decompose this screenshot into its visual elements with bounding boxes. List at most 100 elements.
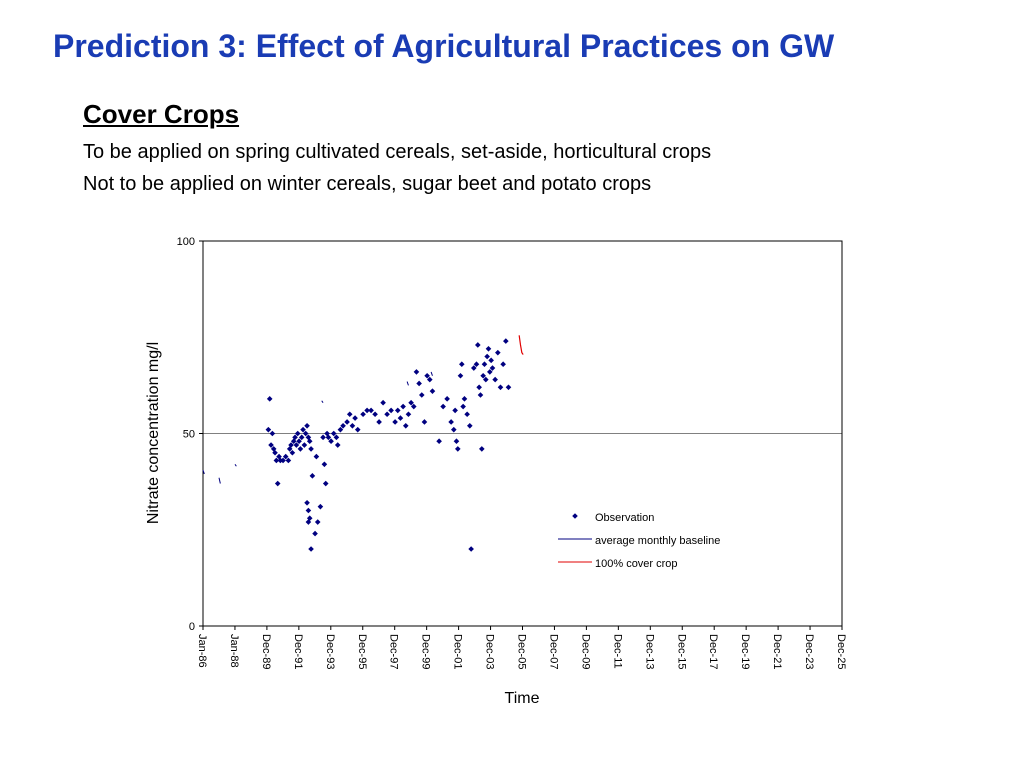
observation-point	[402, 423, 409, 429]
observation-point	[448, 419, 454, 425]
x-tick-label: Jan-86	[196, 634, 208, 668]
observation-point	[384, 411, 390, 418]
observation-point	[405, 411, 412, 418]
observation-point	[461, 396, 468, 402]
observation-point	[360, 411, 366, 418]
observation-point	[410, 403, 417, 410]
observation-point	[322, 480, 329, 487]
x-tick-label: Dec-25	[835, 634, 847, 669]
x-tick-label: Dec-01	[452, 634, 464, 669]
observation-point	[485, 346, 492, 352]
observation-point	[280, 457, 286, 464]
observation-point	[305, 507, 312, 514]
observation-point	[314, 519, 321, 525]
observation-point	[274, 480, 281, 487]
observation-point	[293, 442, 300, 448]
applied-crops-line: To be applied on spring cultivated cerea…	[83, 141, 712, 163]
observation-point	[480, 372, 486, 379]
observation-point	[304, 423, 310, 429]
observation-point	[495, 349, 501, 356]
x-tick-label: Dec-09	[579, 634, 591, 669]
observation-point	[468, 546, 474, 552]
observation-point	[302, 430, 309, 437]
not-applied-crops-line: Not to be applied on winter cereals, sug…	[83, 173, 652, 195]
observation-point	[481, 361, 488, 367]
observation-point	[500, 361, 506, 367]
legend: Observation average monthly baseline 100% …	[558, 512, 720, 570]
observation-point	[285, 457, 292, 464]
observation-point	[305, 434, 312, 441]
x-tick-label: Dec-95	[356, 634, 368, 669]
observation-point	[344, 419, 350, 425]
observation-point	[488, 357, 494, 364]
baseline-segment	[218, 477, 221, 484]
observation-point	[452, 407, 458, 414]
observation-point	[492, 376, 498, 383]
y-tick-label: 0	[189, 621, 195, 633]
x-tick-label: Dec-15	[675, 634, 687, 669]
observation-point	[392, 419, 398, 425]
x-tick-label: Dec-21	[771, 634, 783, 669]
observation-point	[340, 423, 346, 429]
observation-point	[312, 530, 318, 537]
observation-point	[301, 442, 308, 448]
observation-point	[269, 430, 276, 437]
observation-point	[408, 399, 414, 406]
cover-crops-heading: Cover Crops	[83, 99, 240, 129]
legend-observation-marker	[572, 513, 578, 519]
observation-point	[313, 453, 320, 460]
baseline-segment	[430, 371, 433, 376]
observation-point	[376, 419, 382, 425]
observation-point	[308, 546, 314, 552]
observation-point	[424, 372, 430, 379]
x-axis-title: Time	[505, 690, 540, 707]
observation-point	[308, 446, 314, 452]
observation-point	[454, 446, 461, 452]
baseline-segment	[406, 381, 409, 386]
observation-point	[309, 473, 316, 479]
baseline-segment	[202, 469, 205, 475]
slide-title: Prediction 3: Effect of Agricultural Pra…	[53, 28, 835, 64]
observation-point	[333, 434, 340, 441]
observation-point	[475, 342, 481, 348]
observation-point	[397, 415, 404, 421]
observation-point	[346, 411, 353, 418]
observation-point	[416, 380, 422, 387]
x-tick-label: Dec-89	[260, 634, 272, 669]
observation-point	[330, 430, 337, 437]
observation-point	[325, 434, 332, 441]
observation-point	[364, 407, 370, 414]
observation-point	[268, 442, 274, 448]
observation-point	[459, 361, 465, 367]
y-tick-label: 50	[183, 429, 195, 441]
observation-point	[460, 403, 466, 410]
y-tick-label: 100	[177, 236, 195, 248]
observation-point	[334, 442, 341, 448]
observation-point	[352, 415, 358, 421]
x-tick-label: Dec-13	[643, 634, 655, 669]
x-tick-label: Dec-11	[611, 634, 623, 669]
observation-point	[476, 384, 482, 391]
observation-point	[473, 361, 480, 367]
observation-point	[282, 453, 289, 460]
x-tick-label: Dec-07	[547, 634, 559, 669]
observation-point	[467, 423, 473, 429]
observation-point	[380, 399, 386, 406]
observation-point	[368, 407, 374, 414]
baseline-segment	[234, 464, 237, 467]
observation-point	[265, 426, 272, 433]
observation-point	[305, 519, 312, 525]
axis-ticks: 0 50 100 Jan-86 Jan-88 Dec-89 Dec-91 Dec-93 Dec-…	[177, 236, 847, 669]
x-tick-label: Dec-23	[803, 634, 815, 669]
observation-point	[270, 446, 277, 452]
x-tick-label: Dec-93	[324, 634, 336, 669]
observation-point	[471, 365, 477, 371]
observation-point	[394, 407, 401, 414]
observation-point	[337, 426, 344, 433]
legend-observation-label: Observation	[595, 512, 654, 524]
observation-point	[426, 376, 433, 383]
observation-point	[444, 396, 450, 402]
observation-point	[297, 446, 304, 452]
observation-point	[457, 372, 464, 379]
observation-point	[421, 419, 428, 425]
